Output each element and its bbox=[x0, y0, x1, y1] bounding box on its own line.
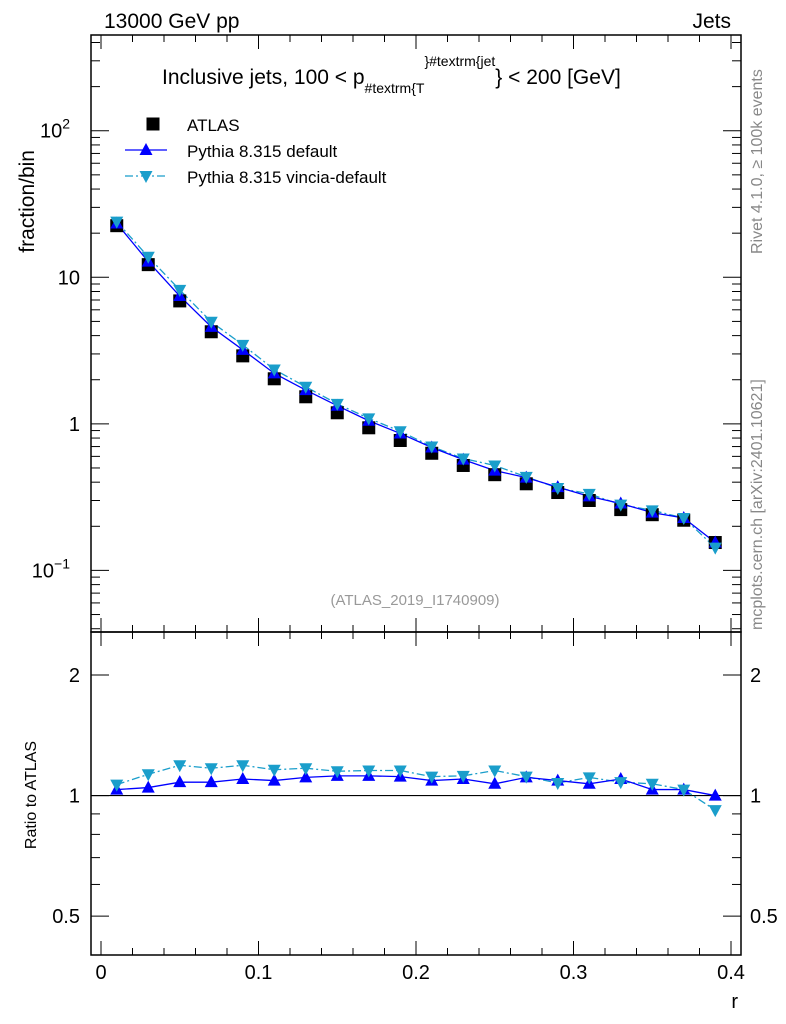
vincia-ratio-point bbox=[519, 771, 533, 784]
vincia-point bbox=[488, 460, 502, 473]
default-ratio-point bbox=[204, 775, 218, 788]
y-tick-base: 10 bbox=[32, 560, 54, 582]
y-axis-label: fraction/bin bbox=[16, 150, 39, 253]
vincia-point bbox=[299, 381, 313, 394]
vincia-point bbox=[582, 488, 596, 501]
vincia-point bbox=[425, 441, 439, 454]
rivet-version-text: Rivet 4.1.0, ≥ 100k events bbox=[749, 69, 766, 254]
mcplots-text: mcplots.cern.ch [arXiv:2401.10621] bbox=[749, 379, 766, 630]
x-tick-label: 0.2 bbox=[402, 962, 430, 984]
vincia-line bbox=[116, 221, 716, 549]
vincia-point bbox=[173, 284, 187, 297]
vincia-ratio-point bbox=[110, 779, 124, 792]
default-ratio-point bbox=[299, 770, 313, 783]
atlas-data-point bbox=[146, 117, 160, 131]
y-tick-label: 1 bbox=[69, 414, 80, 436]
vincia-ratio-point bbox=[173, 760, 187, 773]
plot-title: Inclusive jets, 100 < p#textrm{T }#textrm… bbox=[162, 53, 621, 96]
ratio-y-axis-label: Ratio to ATLAS bbox=[23, 741, 40, 849]
y-tick-base: 1 bbox=[69, 414, 80, 436]
x-tick-label: 0.4 bbox=[717, 962, 745, 984]
x-axis-label: r bbox=[731, 991, 738, 1013]
y-tick-base: 10 bbox=[58, 267, 80, 289]
vincia-ratio-point bbox=[645, 778, 659, 791]
vincia-point bbox=[330, 398, 344, 411]
vincia-ratio-line bbox=[116, 764, 716, 811]
vincia-point bbox=[204, 316, 218, 329]
vincia-point bbox=[708, 542, 722, 555]
header-left: 13000 GeV pp bbox=[104, 10, 239, 33]
vincia-ratio-point bbox=[551, 777, 565, 790]
vincia-point bbox=[362, 413, 376, 426]
ratio-y-tick-label-right: 1 bbox=[750, 786, 761, 808]
vincia-point bbox=[393, 426, 407, 439]
default-ratio-point bbox=[173, 775, 187, 788]
vincia-ratio-point bbox=[677, 784, 691, 797]
vincia-point bbox=[551, 483, 565, 496]
y-tick-label: 10−1 bbox=[32, 555, 70, 582]
vincia-point bbox=[141, 251, 155, 264]
legend-label-vincia: Pythia 8.315 vincia-default bbox=[187, 168, 387, 187]
default-ratio-point bbox=[488, 776, 502, 789]
x-tick-label: 0 bbox=[95, 962, 106, 984]
vincia-ratio-point bbox=[299, 763, 313, 776]
legend-marker-vincia bbox=[139, 171, 153, 183]
vincia-ratio-point bbox=[267, 764, 281, 777]
x-tick-label: 0.3 bbox=[560, 962, 588, 984]
header-right: Jets bbox=[692, 10, 731, 33]
vincia-ratio-point bbox=[141, 769, 155, 782]
x-tick-label: 0.1 bbox=[245, 962, 273, 984]
y-tick-label: 10 bbox=[58, 267, 80, 289]
y-tick-exponent: −1 bbox=[54, 555, 70, 571]
vincia-point bbox=[677, 512, 691, 525]
ratio-y-tick-label-right: 2 bbox=[750, 665, 761, 687]
ratio-y-tick-label-right: 0.5 bbox=[750, 906, 778, 928]
ratio-plot-frame bbox=[90, 631, 742, 956]
vincia-point bbox=[645, 505, 659, 518]
vincia-ratio-point bbox=[330, 766, 344, 779]
analysis-annotation: (ATLAS_2019_I1740909) bbox=[330, 592, 499, 609]
vincia-point bbox=[236, 339, 250, 352]
y-tick-label: 102 bbox=[40, 116, 70, 143]
default-ratio-point bbox=[141, 780, 155, 793]
legend-label-atlas: ATLAS bbox=[187, 116, 240, 135]
vincia-ratio-point bbox=[456, 770, 470, 783]
vincia-point bbox=[110, 216, 124, 229]
legend-marker-default bbox=[139, 143, 153, 155]
title-tail: } < 200 [GeV] bbox=[495, 66, 621, 89]
ratio-y-tick-label: 1 bbox=[69, 786, 80, 808]
vincia-ratio-point bbox=[614, 777, 628, 790]
default-line bbox=[116, 223, 716, 544]
default-ratio-point bbox=[267, 773, 281, 786]
vincia-ratio-point bbox=[582, 772, 596, 785]
legend: ATLAS Pythia 8.315 default Pythia 8.315 vi… bbox=[125, 116, 387, 187]
y-tick-base: 10 bbox=[40, 121, 62, 143]
vincia-ratio-point bbox=[425, 771, 439, 784]
legend-label-default: Pythia 8.315 default bbox=[187, 142, 338, 161]
vincia-ratio-point bbox=[362, 765, 376, 778]
y-tick-exponent: 2 bbox=[62, 116, 70, 132]
vincia-point bbox=[614, 499, 628, 512]
title-main: Inclusive jets, 100 < p bbox=[162, 66, 365, 89]
title-superscript: }#textrm{jet bbox=[424, 53, 495, 69]
default-ratio-point bbox=[236, 771, 250, 784]
default-ratio-line bbox=[116, 775, 716, 797]
vincia-point bbox=[519, 471, 533, 484]
vincia-ratio-point bbox=[393, 765, 407, 778]
vincia-ratio-point bbox=[708, 805, 722, 818]
vincia-point bbox=[267, 364, 281, 377]
vincia-point bbox=[456, 453, 470, 466]
vincia-ratio-point bbox=[236, 760, 250, 773]
ratio-y-tick-label: 0.5 bbox=[52, 906, 80, 928]
vincia-ratio-point bbox=[204, 763, 218, 776]
title-subscript: #textrm{T bbox=[365, 80, 425, 96]
ratio-y-tick-label: 2 bbox=[69, 665, 80, 687]
vincia-ratio-point bbox=[488, 765, 502, 778]
default-ratio-point bbox=[708, 788, 722, 801]
